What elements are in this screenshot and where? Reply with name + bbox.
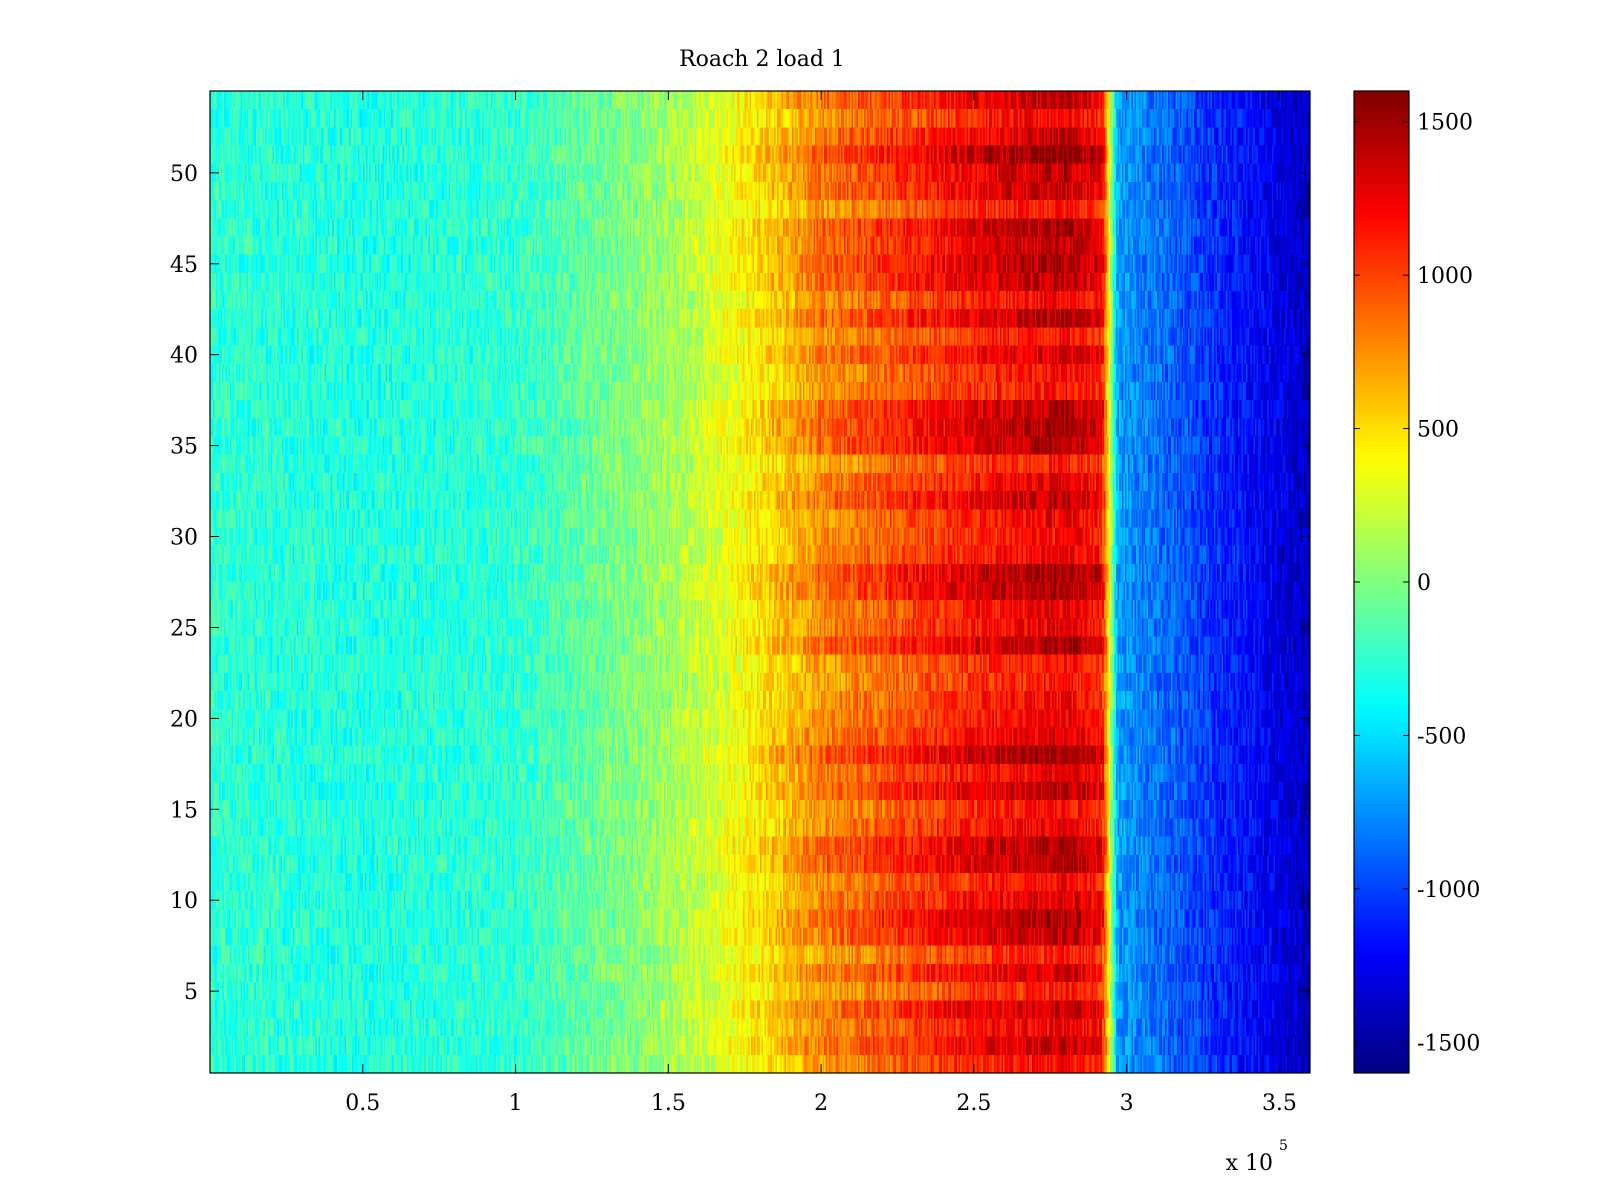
colorbar-ticks: 1500 1000 500 0 -500 -1000 -1500: [1354, 111, 1480, 1056]
y-tick-label: 25: [170, 616, 198, 641]
colorbar-tick-label: -1500: [1417, 1031, 1480, 1056]
y-tick-label: 45: [170, 253, 198, 278]
colorbar-gradient: [1354, 91, 1409, 1073]
x-tick-label: 1.5: [651, 1091, 686, 1116]
x-multiplier-label: x 10: [1226, 1151, 1273, 1176]
colorbar-tick-label: -1000: [1417, 878, 1480, 903]
x-tick-label: 2.5: [956, 1091, 991, 1116]
y-tick-label: 5: [184, 980, 198, 1005]
heatmap-image: [210, 91, 1310, 1073]
colorbar-tick-label: -500: [1417, 724, 1466, 749]
x-multiplier-exponent: 5: [1279, 1138, 1288, 1154]
x-axis: 0.5 1 1.5 2 2.5 3 3.5: [345, 91, 1297, 1116]
x-tick-label: 3: [1120, 1091, 1134, 1116]
colorbar-tick-label: 500: [1417, 418, 1459, 443]
y-tick-label: 20: [170, 707, 198, 732]
plot-frame: [209, 90, 1311, 1074]
x-tick-label: 2: [814, 1091, 828, 1116]
y-tick-label: 10: [170, 889, 198, 914]
y-tick-label: 35: [170, 435, 198, 460]
colorbar-tick-label: 0: [1417, 571, 1431, 596]
y-tick-label: 30: [170, 526, 198, 551]
x-tick-label: 3.5: [1262, 1091, 1297, 1116]
colorbar: 1500 1000 500 0 -500 -1000 -1500: [1353, 90, 1480, 1074]
colorbar-tick-label: 1500: [1417, 111, 1473, 136]
x-tick-label: 1: [509, 1091, 523, 1116]
y-tick-label: 50: [170, 162, 198, 187]
y-tick-label: 15: [170, 798, 198, 823]
y-axis: 5 10 15 20 25 30 35 40 45 50: [170, 162, 1310, 1005]
x-tick-label: 0.5: [345, 1091, 380, 1116]
heatmap-plot-area: [209, 90, 1311, 1074]
colorbar-tick-label: 1000: [1417, 264, 1473, 289]
chart-title: Roach 2 load 1: [679, 47, 845, 72]
y-tick-label: 40: [170, 344, 198, 369]
